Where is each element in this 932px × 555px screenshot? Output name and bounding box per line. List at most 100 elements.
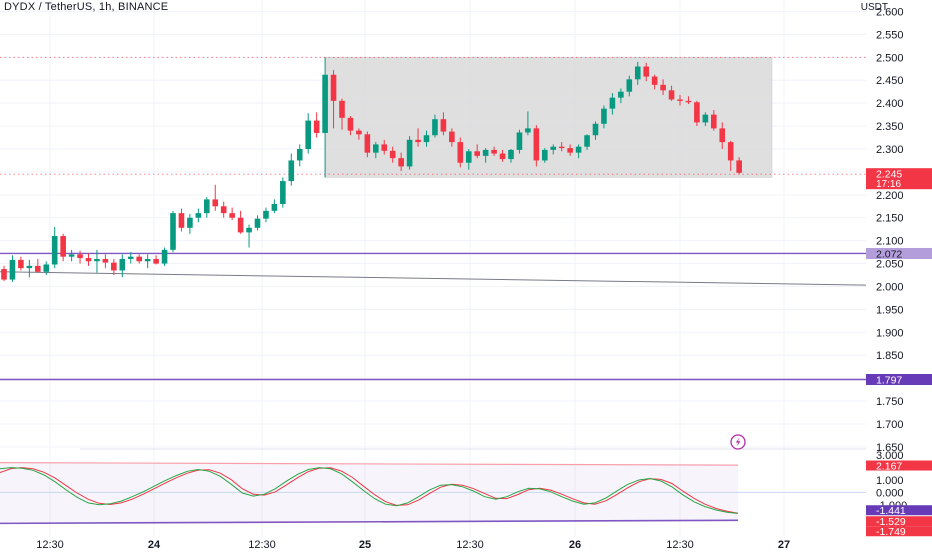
time-label: 12:30 (36, 539, 64, 550)
candle-body (618, 91, 624, 98)
candle-body (51, 236, 58, 265)
candle (440, 112, 447, 136)
lightning-icon[interactable] (730, 434, 746, 450)
candle (694, 100, 700, 127)
candle-body (178, 213, 185, 228)
candle (618, 88, 624, 104)
symbol-title[interactable]: DYDX / TetherUS, 1h, BINANCE (4, 1, 169, 13)
candle-body (685, 100, 692, 103)
candle-body (204, 199, 210, 214)
candle-body (474, 151, 480, 156)
candle-body (322, 74, 328, 133)
candle (373, 142, 379, 159)
candle-body (508, 149, 514, 160)
candle-body (643, 66, 649, 77)
candle-body (347, 117, 354, 131)
candle-body (119, 258, 126, 271)
candle (330, 70, 337, 129)
oscillator-fast-line (0, 467, 739, 514)
candle (229, 207, 235, 221)
candle-body (558, 146, 565, 149)
candle-body (212, 199, 219, 207)
currency-label[interactable]: USDT (860, 2, 888, 13)
candle (584, 134, 590, 150)
candle-body (35, 265, 41, 272)
candle-body (305, 120, 311, 149)
candle (491, 146, 497, 156)
candle-body (389, 150, 396, 159)
candle-body (68, 254, 75, 257)
oscillator-badge: -1.749 (876, 526, 906, 538)
candle (567, 144, 573, 156)
candle-body (153, 258, 159, 264)
price-tick: 2.450 (876, 75, 904, 87)
candle-body (313, 120, 320, 133)
candle (601, 105, 607, 129)
candle (170, 210, 176, 253)
lines-layer (0, 56, 867, 381)
candle-body (280, 181, 286, 204)
candle-body (415, 139, 421, 143)
candle-body (651, 76, 658, 85)
candle-body (60, 236, 66, 257)
price-axis[interactable]: 2.6002.5502.5002.4502.4002.3502.3002.250… (876, 7, 907, 537)
candle (85, 253, 92, 266)
candle (719, 122, 726, 149)
candle (364, 131, 371, 158)
oscillator-slow-line (0, 467, 739, 514)
oscillator-band-fill (0, 462, 738, 524)
oscillator-badge: -1.529 (876, 516, 906, 528)
candle-body (364, 134, 371, 153)
last-price-label: 2.245 (876, 169, 902, 181)
oscillator-tick: 3.000 (876, 450, 904, 462)
candle (550, 144, 557, 155)
time-axis[interactable]: 12:30 24 12:30 25 12:30 26 12:30 27 (36, 539, 790, 551)
time-label: 26 (569, 539, 581, 550)
candle-body (111, 262, 117, 271)
candle (237, 210, 244, 234)
support-lower-badge: 1.797 (876, 374, 902, 386)
candle-body (465, 151, 472, 163)
candle (727, 140, 734, 171)
candle-body (525, 128, 531, 133)
candles-layer (1, 57, 742, 282)
candle (634, 61, 641, 85)
candle (271, 199, 278, 214)
candle (449, 128, 455, 147)
candle-body (482, 149, 489, 156)
price-tick: 2.300 (876, 144, 904, 156)
candle (9, 255, 16, 282)
price-tick: 2.100 (876, 236, 904, 248)
candle (339, 98, 345, 130)
oscillator-badge-bg (866, 516, 932, 527)
candle (482, 148, 489, 163)
time-label: 24 (148, 539, 161, 550)
candle (313, 112, 320, 138)
candle-body (381, 144, 388, 151)
candle (35, 258, 41, 273)
candle-body (356, 130, 362, 135)
candle (347, 115, 354, 136)
price-tick: 2.050 (876, 259, 904, 271)
candle-body (43, 264, 50, 272)
candle-body (339, 100, 345, 118)
candle (18, 256, 24, 271)
price-tick: 2.400 (876, 98, 904, 110)
candle-body (229, 213, 235, 218)
candle-body (144, 258, 151, 262)
candle-body (423, 135, 430, 143)
price-tick: 1.650 (876, 442, 904, 454)
candle (406, 136, 413, 170)
candle (144, 254, 151, 269)
candle (660, 79, 666, 95)
candle-body (254, 218, 261, 228)
candle (280, 177, 286, 208)
candle-body (85, 258, 92, 262)
candle (499, 149, 506, 162)
price-tick: 2.150 (876, 213, 904, 225)
candle (305, 113, 311, 154)
candle (51, 226, 58, 269)
candle-body (626, 79, 633, 92)
